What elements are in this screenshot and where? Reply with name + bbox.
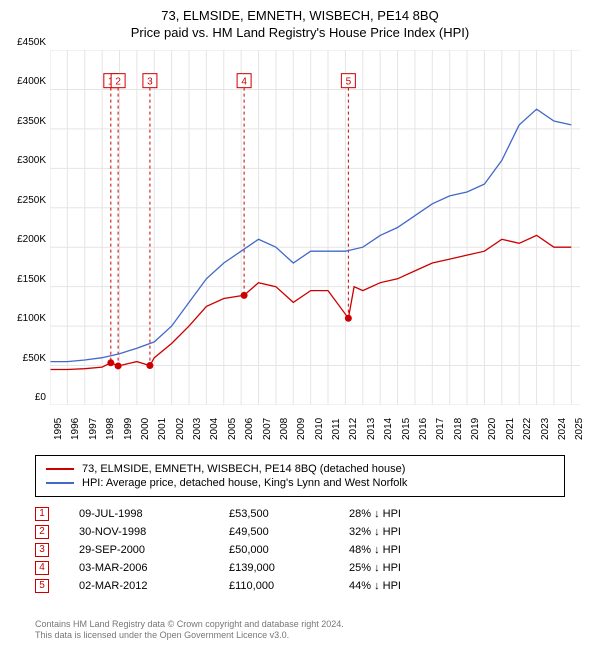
transaction-date: 29-SEP-2000 bbox=[79, 544, 229, 556]
x-tick-label: 2006 bbox=[244, 418, 255, 440]
x-tick-label: 1996 bbox=[70, 418, 81, 440]
svg-text:3: 3 bbox=[147, 77, 153, 88]
x-tick-label: 2024 bbox=[557, 418, 568, 440]
transaction-price: £139,000 bbox=[229, 562, 349, 574]
x-tick-label: 1999 bbox=[123, 418, 134, 440]
transaction-row: 4 03-MAR-2006£139,00025% ↓ HPI bbox=[35, 559, 565, 577]
y-tick-label: £200K bbox=[2, 234, 46, 245]
x-tick-label: 2001 bbox=[157, 418, 168, 440]
x-tick-label: 2022 bbox=[522, 418, 533, 440]
transaction-pct: 25% ↓ HPI bbox=[349, 562, 401, 574]
svg-text:4: 4 bbox=[241, 77, 247, 88]
x-tick-label: 2005 bbox=[227, 418, 238, 440]
transaction-pct: 32% ↓ HPI bbox=[349, 526, 401, 538]
legend-label: HPI: Average price, detached house, King… bbox=[82, 477, 407, 489]
x-tick-label: 2010 bbox=[314, 418, 325, 440]
transaction-row: 1 09-JUL-1998£53,50028% ↓ HPI bbox=[35, 505, 565, 523]
x-tick-label: 2012 bbox=[348, 418, 359, 440]
x-tick-label: 2011 bbox=[331, 418, 342, 440]
title-subtitle: Price paid vs. HM Land Registry's House … bbox=[0, 25, 600, 40]
x-tick-label: 1997 bbox=[88, 418, 99, 440]
transaction-price: £49,500 bbox=[229, 526, 349, 538]
x-tick-label: 2003 bbox=[192, 418, 203, 440]
x-tick-label: 2013 bbox=[366, 418, 377, 440]
legend-label: 73, ELMSIDE, EMNETH, WISBECH, PE14 8BQ (… bbox=[82, 463, 405, 475]
title-block: 73, ELMSIDE, EMNETH, WISBECH, PE14 8BQ P… bbox=[0, 0, 600, 44]
x-axis-labels: 1995 1996 1997 1998 1999 2000 2001 2002 2003 2004… bbox=[50, 410, 580, 450]
y-tick-label: £100K bbox=[2, 313, 46, 324]
x-tick-label: 2025 bbox=[574, 418, 585, 440]
chart-area: 12345 £0£50K£100K£150K£200K£250K£300K£35… bbox=[50, 50, 580, 405]
x-tick-label: 2014 bbox=[383, 418, 394, 440]
transaction-price: £50,000 bbox=[229, 544, 349, 556]
transaction-marker: 2 bbox=[35, 525, 49, 539]
x-tick-label: 2021 bbox=[505, 418, 516, 440]
x-tick-label: 2020 bbox=[487, 418, 498, 440]
y-tick-label: £50K bbox=[2, 353, 46, 364]
transaction-date: 02-MAR-2012 bbox=[79, 580, 229, 592]
transaction-date: 09-JUL-1998 bbox=[79, 508, 229, 520]
transaction-pct: 44% ↓ HPI bbox=[349, 580, 401, 592]
x-tick-label: 2017 bbox=[435, 418, 446, 440]
transaction-row: 2 30-NOV-1998£49,50032% ↓ HPI bbox=[35, 523, 565, 541]
transaction-date: 30-NOV-1998 bbox=[79, 526, 229, 538]
transaction-price: £110,000 bbox=[229, 580, 349, 592]
svg-text:2: 2 bbox=[115, 77, 121, 88]
transaction-marker: 4 bbox=[35, 561, 49, 575]
x-tick-label: 2018 bbox=[453, 418, 464, 440]
x-tick-label: 2009 bbox=[296, 418, 307, 440]
x-tick-label: 2004 bbox=[209, 418, 220, 440]
footer-line2: This data is licensed under the Open Gov… bbox=[35, 630, 344, 642]
transaction-price: £53,500 bbox=[229, 508, 349, 520]
x-tick-label: 1995 bbox=[53, 418, 64, 440]
x-tick-label: 2023 bbox=[540, 418, 551, 440]
title-address: 73, ELMSIDE, EMNETH, WISBECH, PE14 8BQ bbox=[0, 8, 600, 23]
legend-item: HPI: Average price, detached house, King… bbox=[46, 476, 554, 490]
transaction-marker: 1 bbox=[35, 507, 49, 521]
y-tick-label: £400K bbox=[2, 76, 46, 87]
y-tick-label: £250K bbox=[2, 195, 46, 206]
x-tick-label: 2007 bbox=[262, 418, 273, 440]
x-tick-label: 2008 bbox=[279, 418, 290, 440]
y-tick-label: £300K bbox=[2, 155, 46, 166]
transaction-marker: 5 bbox=[35, 579, 49, 593]
y-tick-label: £450K bbox=[2, 37, 46, 48]
transaction-marker: 3 bbox=[35, 543, 49, 557]
legend-item: 73, ELMSIDE, EMNETH, WISBECH, PE14 8BQ (… bbox=[46, 462, 554, 476]
x-tick-label: 2000 bbox=[140, 418, 151, 440]
x-tick-label: 2019 bbox=[470, 418, 481, 440]
svg-text:5: 5 bbox=[346, 77, 352, 88]
y-axis-labels: £0 £50K £100K £150K £200K £250K £300K £350K £400… bbox=[2, 43, 46, 413]
y-tick-label: £0 bbox=[2, 392, 46, 403]
transaction-row: 3 29-SEP-2000£50,00048% ↓ HPI bbox=[35, 541, 565, 559]
x-tick-label: 1998 bbox=[105, 418, 116, 440]
transaction-date: 03-MAR-2006 bbox=[79, 562, 229, 574]
legend-swatch bbox=[46, 482, 74, 484]
transaction-pct: 48% ↓ HPI bbox=[349, 544, 401, 556]
line-chart: 12345 bbox=[50, 50, 580, 405]
x-tick-label: 2015 bbox=[401, 418, 412, 440]
x-tick-label: 2002 bbox=[175, 418, 186, 440]
y-tick-label: £350K bbox=[2, 116, 46, 127]
transaction-table: 1 09-JUL-1998£53,50028% ↓ HPI 2 30-NOV-1998… bbox=[35, 505, 565, 595]
legend: 73, ELMSIDE, EMNETH, WISBECH, PE14 8BQ (… bbox=[35, 455, 565, 497]
footer-line1: Contains HM Land Registry data © Crown c… bbox=[35, 619, 344, 631]
footer-attribution: Contains HM Land Registry data © Crown c… bbox=[35, 619, 344, 642]
transaction-row: 5 02-MAR-2012£110,00044% ↓ HPI bbox=[35, 577, 565, 595]
legend-swatch bbox=[46, 468, 74, 470]
transaction-pct: 28% ↓ HPI bbox=[349, 508, 401, 520]
y-tick-label: £150K bbox=[2, 274, 46, 285]
x-tick-label: 2016 bbox=[418, 418, 429, 440]
chart-container: 73, ELMSIDE, EMNETH, WISBECH, PE14 8BQ P… bbox=[0, 0, 600, 650]
